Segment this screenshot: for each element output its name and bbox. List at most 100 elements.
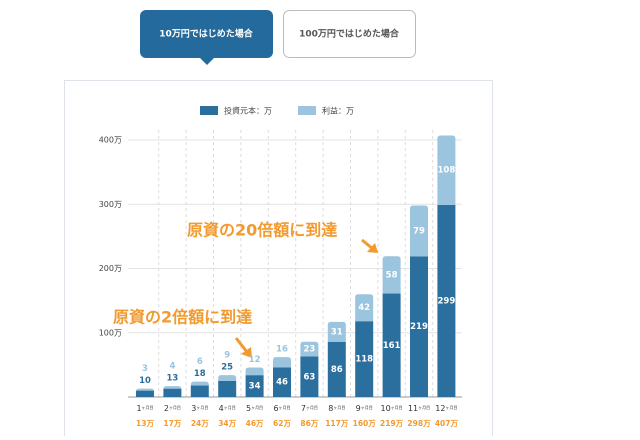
tab-label[interactable]: 10万円ではじめた場合 [159,28,254,40]
category-suffix: ヶ月目 [306,405,318,410]
tab-label[interactable]: 100万円ではじめた場合 [299,28,400,40]
x-tick-label: 11ヶ月目 [408,404,430,413]
x-tick-label: 10ヶ月目 [381,404,403,413]
category-suffix: ヶ月目 [279,405,291,410]
bar-segment [136,390,154,397]
x-tick-label: 8ヶ月目 [328,404,345,413]
value-label: 25 [221,363,233,373]
bar-segment [410,205,428,257]
bar-segment [163,388,182,397]
legend-swatch [200,106,218,115]
value-label: 31 [331,327,343,337]
value-label: 299 [438,296,456,306]
x-tick-label: 4ヶ月目 [219,404,236,413]
total-label: 117万 [325,419,349,428]
arrows [234,238,378,358]
category-suffix: ヶ月目 [391,405,403,410]
value-label: 18 [194,369,206,379]
total-label: 407万 [435,419,459,428]
total-label: 34万 [218,419,236,428]
bar-segment [300,356,319,397]
x-tick-label: 5ヶ月目 [246,404,263,413]
x-tick-label: 3ヶ月目 [191,404,208,413]
bar-segment [136,388,154,392]
category-suffix: ヶ月目 [333,405,345,410]
bar-segment [218,380,237,397]
value-label: 63 [303,372,315,382]
bar-segment [273,367,291,397]
x-tick-label: 6ヶ月目 [273,404,290,413]
bar-segment [327,321,346,342]
bar-segment [355,294,374,322]
category: 5 [246,404,251,413]
value-label: 86 [331,365,343,375]
grid [128,130,462,397]
value-label: 10 [139,376,151,386]
legend-swatch [298,106,316,115]
legend-label: 利益：万 [322,106,354,116]
category-suffix: ヶ月目 [361,405,373,410]
category-suffix: ヶ月目 [251,405,263,410]
bar-segment [355,321,374,397]
value-label: 16 [276,345,288,355]
tab-inactive[interactable] [283,10,416,58]
category-suffix: ヶ月目 [196,405,208,410]
category: 7 [301,404,306,413]
bar-segment [300,341,319,357]
category: 8 [328,404,333,413]
value-label: 3 [142,364,148,374]
category-suffix: ヶ月目 [169,405,181,410]
category-suffix: ヶ月目 [224,405,236,410]
category: 10 [381,404,391,413]
value-label: 12 [249,355,261,365]
category: 6 [273,404,278,413]
bar-segment [163,386,182,390]
total-label: 17万 [163,419,181,428]
annotation: 原資の20倍額に到達 [187,221,337,240]
y-tick-label: 400万 [99,136,122,145]
total-label: 62万 [273,419,291,428]
x-tick-label: 12ヶ月目 [435,404,457,413]
total-label: 13万 [136,419,154,428]
value-label: 79 [413,226,425,236]
bar-segment [190,385,209,397]
total-label: 24万 [191,419,209,428]
bar-segment [218,375,237,381]
value-label: 34 [249,382,261,392]
value-label: 4 [169,362,175,372]
bar-segment [190,381,209,386]
bar-segment [245,367,264,376]
tab-active[interactable] [140,10,273,58]
value-label: 13 [166,374,178,384]
category-suffix: ヶ月目 [445,405,457,410]
y-tick-label: 100万 [99,328,122,337]
total-label: 219万 [380,419,404,428]
bar-segment [382,256,401,294]
value-label: 23 [303,345,315,355]
bar-segment [327,341,346,397]
value-label: 9 [224,351,230,361]
value-label: 161 [383,341,401,351]
category: 11 [408,404,418,413]
x-tick-label: 7ヶ月目 [301,404,318,413]
category: 4 [219,404,224,413]
bar-segment [382,293,401,397]
category-suffix: ヶ月目 [142,405,154,410]
total-label: 86万 [300,419,318,428]
value-label: 6 [197,357,203,367]
category: 2 [164,404,169,413]
value-label: 58 [386,270,398,280]
value-label: 108 [438,166,456,176]
value-label: 219 [410,322,428,332]
annotation: 原資の2倍額に到達 [113,308,252,327]
category: 9 [356,404,361,413]
category: 1 [136,404,141,413]
bar-segment [273,357,291,368]
category: 12 [435,404,445,413]
bar-segment [437,204,456,397]
value-label: 46 [276,378,288,388]
value-label: 118 [355,355,373,365]
y-tick-label: 200万 [99,264,122,273]
x-tick-label: 2ヶ月目 [164,404,181,413]
